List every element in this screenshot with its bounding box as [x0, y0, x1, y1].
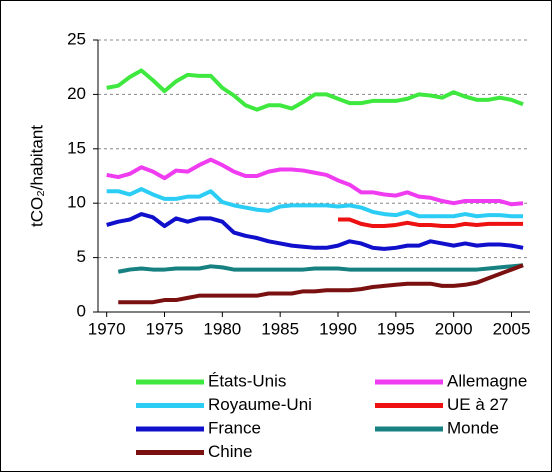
- legend-label: États-Unis: [208, 371, 286, 390]
- series-line: [106, 157, 524, 207]
- series-line: [338, 217, 524, 229]
- x-tick-label: 2000: [435, 319, 473, 338]
- series-line: [106, 68, 524, 112]
- y-tick-label: 25: [67, 29, 86, 48]
- x-tick-label: 1995: [377, 319, 415, 338]
- series-line: [106, 187, 524, 219]
- y-tick-label: 0: [77, 301, 86, 320]
- x-tick-label: 1980: [203, 319, 241, 338]
- series-line: [117, 263, 524, 274]
- x-tick-label: 1975: [146, 319, 184, 338]
- y-axis-label: tCO₂/habitant: [27, 125, 46, 227]
- y-tick-label: 15: [67, 138, 86, 157]
- series-line: [118, 263, 524, 305]
- y-tick-label: 10: [67, 193, 86, 212]
- legend-label: UE à 27: [447, 395, 508, 414]
- legend-label: Chine: [208, 442, 252, 461]
- legend-label: Monde: [447, 418, 499, 437]
- legend-label: Royaume-Uni: [208, 395, 312, 414]
- y-tick-label: 5: [77, 247, 86, 266]
- x-tick-label: 2005: [493, 319, 531, 338]
- legend-label: France: [208, 418, 261, 437]
- x-tick-label: 1985: [261, 319, 299, 338]
- series-line: [106, 212, 524, 251]
- y-tick-label: 20: [67, 84, 86, 103]
- legend-label: Allemagne: [447, 371, 527, 390]
- x-tick-label: 1970: [88, 319, 126, 338]
- x-tick-label: 1990: [319, 319, 357, 338]
